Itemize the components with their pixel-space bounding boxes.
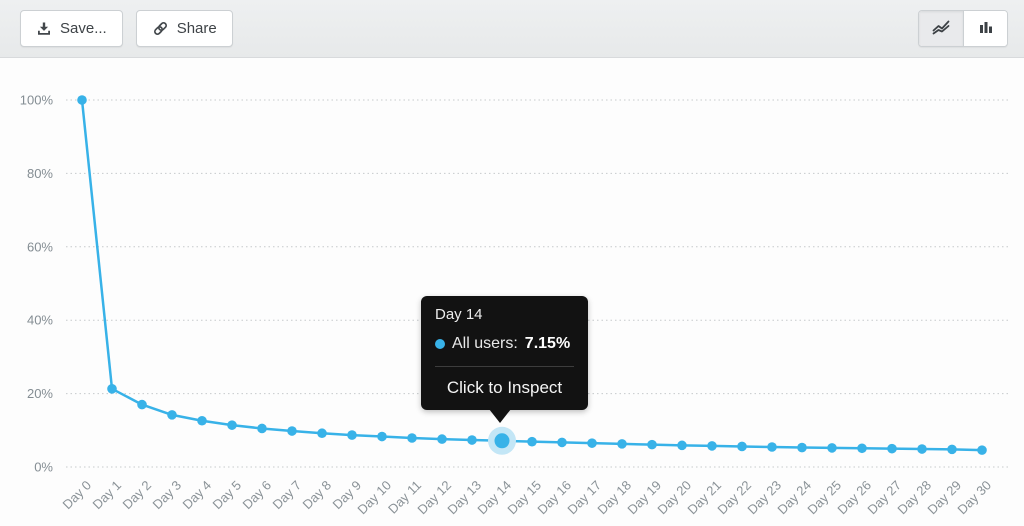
x-axis-tick-label: Day 2: [119, 478, 154, 513]
highlighted-data-point[interactable]: [494, 433, 510, 449]
data-point[interactable]: [557, 437, 567, 448]
link-icon: [152, 20, 169, 37]
retention-chart: 0% 20% 40% 60% 80% 100% Day 0 Day 1 Day 2 Day 3 Da…: [0, 58, 1024, 526]
toolbar: Save... Share: [0, 0, 1024, 58]
data-point[interactable]: [857, 443, 867, 454]
data-point[interactable]: [707, 441, 717, 451]
y-axis-tick-label: 60%: [27, 239, 53, 254]
data-point[interactable]: [347, 430, 357, 440]
data-point[interactable]: [887, 443, 897, 454]
x-axis-tick-label: Day 3: [149, 478, 184, 513]
bar-chart-toggle-button[interactable]: [963, 11, 1007, 46]
data-point[interactable]: [137, 399, 147, 410]
x-axis-tick-label: Day 10: [354, 478, 394, 518]
x-axis-tick-label: Day 8: [299, 478, 334, 513]
data-point[interactable]: [437, 434, 447, 444]
data-point[interactable]: [107, 384, 117, 394]
data-point[interactable]: [647, 439, 657, 450]
line-chart-toggle-button[interactable]: [919, 11, 963, 46]
data-point[interactable]: [827, 443, 837, 453]
series-dot-icon: [435, 338, 445, 349]
y-axis-tick-label: 80%: [27, 166, 53, 181]
data-point[interactable]: [77, 95, 87, 105]
toolbar-left-group: Save... Share: [20, 10, 233, 47]
share-button-label: Share: [176, 20, 217, 37]
y-axis-tick-label: 0%: [34, 460, 53, 475]
data-point[interactable]: [527, 436, 537, 447]
x-axis-tick-label: Day 6: [239, 478, 274, 513]
data-point[interactable]: [377, 431, 387, 442]
tooltip-series-label: All users:: [452, 334, 518, 352]
save-button-label: Save...: [60, 20, 107, 37]
tooltip-value: 7.15%: [524, 334, 571, 352]
data-point[interactable]: [917, 444, 927, 454]
data-point[interactable]: [167, 410, 177, 420]
data-point[interactable]: [227, 420, 237, 430]
data-point[interactable]: [287, 426, 297, 436]
data-point[interactable]: [467, 435, 477, 445]
chart-tooltip[interactable]: Day 14 All users: 7.15% Click to Inspect: [421, 295, 588, 423]
share-button[interactable]: Share: [135, 10, 233, 47]
data-point[interactable]: [947, 444, 957, 455]
data-point[interactable]: [677, 440, 687, 451]
x-axis-tick-label: Day 0: [59, 478, 94, 513]
data-point[interactable]: [257, 423, 267, 434]
y-axis-tick-label: 100%: [20, 93, 54, 108]
x-axis-tick-label: Day 4: [179, 478, 214, 513]
download-icon: [36, 21, 52, 37]
tooltip-divider: [435, 365, 574, 367]
x-axis-tick-label: Day 7: [269, 478, 304, 513]
data-point[interactable]: [407, 433, 417, 443]
data-point[interactable]: [977, 445, 987, 455]
y-axis-tick-label: 20%: [27, 386, 53, 401]
data-point[interactable]: [797, 442, 807, 453]
data-point[interactable]: [317, 428, 327, 439]
tooltip-title: Day 14: [435, 305, 483, 323]
data-point[interactable]: [617, 439, 627, 449]
line-chart-icon: [931, 18, 951, 39]
data-point[interactable]: [197, 415, 207, 426]
x-axis-tick-label: Day 30: [954, 478, 994, 518]
chart-type-toggle: [918, 10, 1008, 47]
x-axis-tick-label: Day 5: [209, 478, 244, 513]
tooltip-action-label[interactable]: Click to Inspect: [446, 377, 563, 397]
data-point[interactable]: [587, 438, 597, 448]
tooltip-series-row: All users: 7.15%: [431, 335, 578, 353]
x-axis-tick-label: Day 1: [89, 478, 124, 513]
bar-chart-icon: [977, 18, 995, 39]
y-axis-tick-label: 40%: [27, 313, 53, 328]
data-point[interactable]: [737, 441, 747, 452]
data-point[interactable]: [767, 442, 777, 452]
save-button[interactable]: Save...: [20, 10, 123, 47]
